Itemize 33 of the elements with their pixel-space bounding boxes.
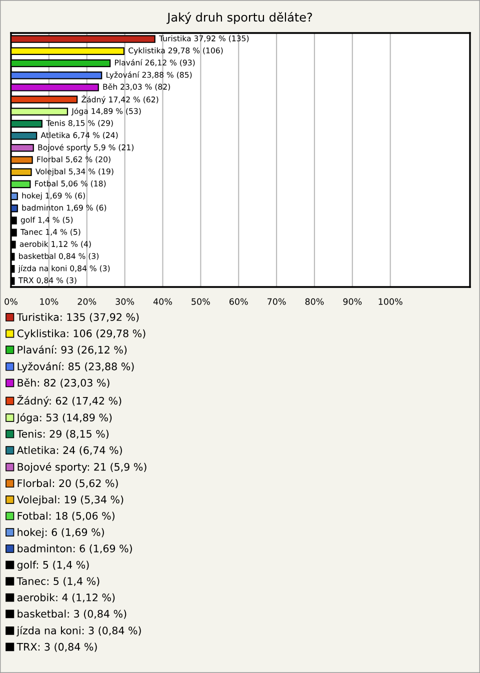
- legend-label: Plavání: 93 (26,12 %): [18, 345, 127, 355]
- x-tick-label: 10%: [40, 298, 58, 305]
- legend-label: TRX: 3 (0,84 %): [16, 642, 97, 652]
- x-tick-label: 20%: [78, 298, 96, 305]
- legend-label: Fotbal: 18 (5,06 %): [18, 512, 114, 521]
- legend-label: hokej: 6 (1,69 %): [18, 528, 104, 538]
- x-tick-label: 100%: [378, 298, 402, 305]
- legend-label: golf: 5 (1,4 %): [17, 560, 89, 571]
- legend-label: Žádný: 62 (17,42 %): [17, 395, 122, 407]
- legend-label: badminton: 6 (1,69 %): [18, 544, 132, 554]
- legend-label: Atletika: 24 (6,74 %): [16, 446, 122, 456]
- legend-label: Turistika: 135 (37,92 %): [16, 313, 139, 322]
- x-tick-label: 70%: [268, 298, 286, 305]
- legend-label: Běh: 82 (23,03 %): [18, 378, 110, 388]
- legend-label: Cyklistika: 106 (29,78 %): [17, 329, 146, 340]
- x-tick-label: 50%: [192, 298, 210, 305]
- legend-label: Florbal: 20 (5,62 %): [18, 479, 118, 488]
- legend-label: Tanec: 5 (1,4 %): [16, 577, 100, 586]
- legend-label: Jóga: 53 (14,89 %): [16, 413, 112, 424]
- legend-label: Tenis: 29 (8,15 %): [16, 430, 108, 439]
- x-tick-label: 60%: [229, 298, 248, 305]
- legend-label: aerobik: 4 (1,12 %): [17, 593, 115, 603]
- x-tick-label: 40%: [153, 298, 172, 305]
- x-tick-label: 0%: [4, 298, 18, 305]
- legend-label: Volejbal: 19 (5,34 %): [16, 495, 124, 506]
- chart-title: Jaký druh sportu děláte?: [166, 12, 312, 24]
- x-tick-label: 90%: [343, 298, 362, 305]
- x-tick-label: 80%: [305, 298, 324, 305]
- x-tick-label: 30%: [116, 298, 134, 305]
- legend-label: jízda na koni: 3 (0,84 %): [16, 626, 141, 636]
- legend-label: basketbal: 3 (0,84 %): [18, 610, 126, 619]
- legend-label: Bojové sporty: 21 (5,9 %): [18, 462, 146, 473]
- legend-label: Lyžování: 85 (23,88 %): [18, 362, 134, 372]
